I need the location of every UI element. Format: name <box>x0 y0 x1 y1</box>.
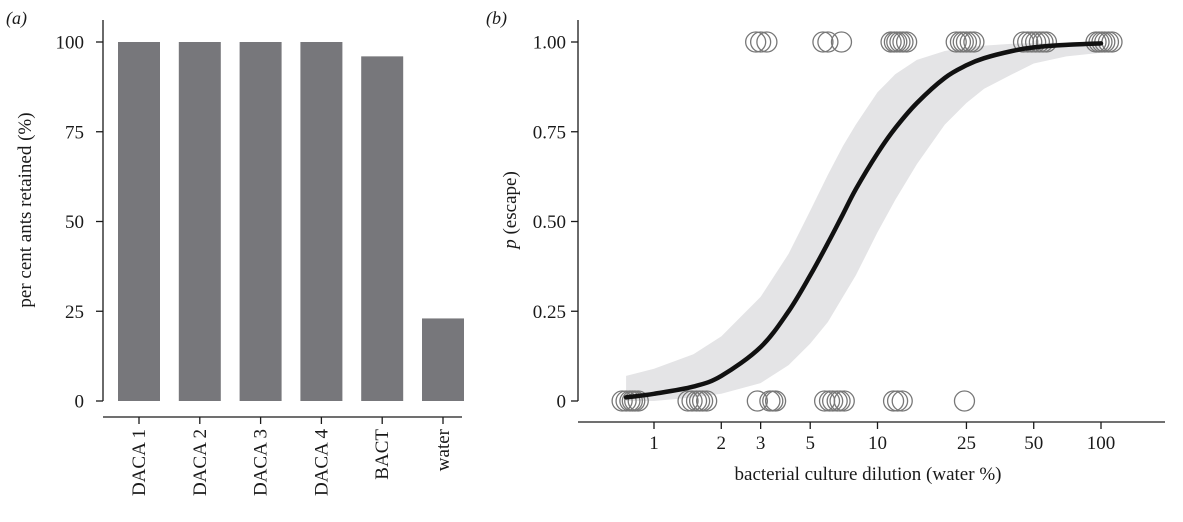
y-axis: 0 25 50 75 100 <box>56 20 104 413</box>
confidence-band <box>626 42 1101 401</box>
x-tick-label: DACA 1 <box>129 429 150 496</box>
data-point <box>749 31 772 53</box>
bar <box>239 42 282 401</box>
x-axis: DACA 1 DACA 2 DACA 3 DACA 4 BACT water <box>103 416 462 497</box>
x-tick-label: 25 <box>957 433 976 454</box>
data-point <box>691 390 714 412</box>
data-point <box>891 390 913 412</box>
data-point <box>953 390 976 412</box>
y-axis-title: per cent ants retained (%) <box>15 112 36 307</box>
data-point <box>882 390 905 412</box>
x-tick-label: DACA 3 <box>251 429 272 496</box>
y-tick-label: 25 <box>65 302 84 323</box>
y-tick-label: 75 <box>65 122 84 143</box>
y-tick-label: 0 <box>75 392 85 413</box>
data-point <box>695 390 718 412</box>
x-tick-label: water <box>433 428 454 471</box>
panel-a-label: (a) <box>6 8 27 29</box>
data-point <box>615 390 637 412</box>
x-tick-label: 50 <box>1024 433 1043 454</box>
y-tick-label: 1.00 <box>533 33 566 54</box>
data-point <box>677 390 699 412</box>
data-point <box>822 390 844 412</box>
x-tick-label: DACA 4 <box>311 429 332 497</box>
bar <box>178 42 221 401</box>
y-tick-label: 100 <box>56 33 85 54</box>
bar <box>422 318 464 401</box>
bar <box>361 56 404 402</box>
x-tick-label: 5 <box>805 433 815 454</box>
data-points <box>611 31 1123 412</box>
data-point <box>963 31 985 53</box>
dose-response-panel: (b) 0 0.25 0.50 0.75 1.00 1 2 3 5 10 25 50 100 p (e… <box>486 8 1165 485</box>
bars <box>118 42 464 402</box>
x-axis: 1 2 3 5 10 25 50 100 <box>578 421 1165 454</box>
y-tick-label: 50 <box>65 212 84 233</box>
y-tick-label: 0.25 <box>533 302 566 323</box>
x-tick-label: 1 <box>649 433 659 454</box>
panel-b-label: (b) <box>486 8 507 29</box>
data-point <box>813 390 836 412</box>
x-axis-title: bacterial culture dilution (water %) <box>735 464 1002 485</box>
y-tick-label: 0 <box>557 392 567 413</box>
data-point <box>886 390 909 412</box>
data-point <box>955 31 978 53</box>
data-point <box>1021 31 1043 53</box>
data-point <box>895 31 918 53</box>
data-point <box>627 390 649 412</box>
y-axis-title-italic: p <box>500 239 521 251</box>
data-point <box>945 31 967 53</box>
fitted-curve <box>623 41 1104 400</box>
y-tick-label: 0.50 <box>533 212 566 233</box>
data-point <box>746 390 768 412</box>
data-point <box>817 31 839 53</box>
data-point <box>830 31 853 53</box>
data-point <box>681 390 703 412</box>
data-point <box>745 31 767 53</box>
data-point <box>611 390 633 412</box>
x-tick-label: 100 <box>1087 433 1116 454</box>
x-tick-label: BACT <box>372 429 393 480</box>
data-point <box>1024 31 1047 53</box>
data-point <box>829 390 851 412</box>
bar <box>300 42 343 401</box>
y-axis-title-rest: (escape) <box>500 171 521 239</box>
data-point <box>764 390 787 412</box>
x-tick-label: 10 <box>868 433 887 454</box>
data-point <box>812 31 834 53</box>
bar <box>118 42 160 401</box>
data-point <box>833 390 855 412</box>
data-point <box>1017 31 1039 53</box>
data-point <box>1035 31 1058 53</box>
data-point <box>756 31 778 53</box>
y-tick-label: 0.75 <box>533 122 566 143</box>
x-tick-label: 2 <box>717 433 727 454</box>
y-axis: 0 0.25 0.50 0.75 1.00 <box>533 20 579 413</box>
x-tick-label: 3 <box>756 433 766 454</box>
x-tick-label: DACA 2 <box>190 429 211 496</box>
y-axis-title: p (escape) <box>500 171 521 251</box>
bar-chart-panel: (a) 0 25 50 75 100 DACA 1 DACA 2 DACA 3 DACA 4 B… <box>6 8 464 496</box>
